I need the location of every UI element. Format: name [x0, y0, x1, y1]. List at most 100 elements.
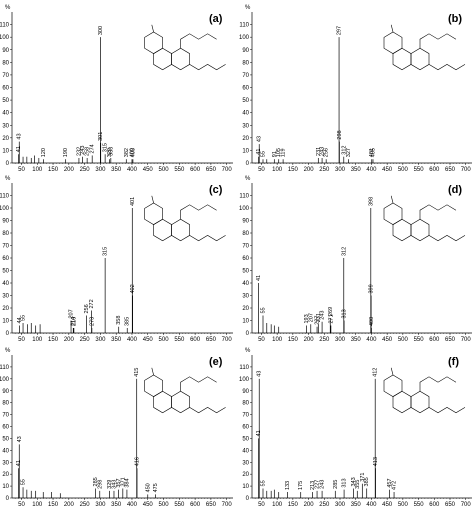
x-tick-label: 200: [64, 502, 75, 508]
peak-label: 298: [97, 480, 103, 489]
panel-label: (e): [209, 356, 223, 368]
x-tick-label: 600: [190, 167, 201, 173]
x-tick-label: 50: [258, 502, 265, 508]
peak-label: 214: [71, 317, 77, 326]
y-tick-label: 40: [2, 281, 9, 287]
y-tick-label: 10: [2, 319, 9, 325]
y-tick-label: 30: [242, 460, 249, 466]
x-tick-label: 50: [258, 167, 265, 173]
y-tick-label: 20: [2, 136, 9, 142]
peak-label: 207: [69, 309, 75, 318]
peak-label: 43: [17, 133, 23, 139]
x-tick-label: 600: [190, 337, 201, 343]
x-tick-label: 400: [366, 337, 377, 343]
peak-label: 402: [130, 284, 136, 293]
x-tick-label: 250: [319, 502, 330, 508]
y-tick-label: 0: [246, 161, 250, 167]
peak-label: 41: [256, 275, 262, 281]
x-tick-label: 350: [351, 502, 362, 508]
bond-shape: [151, 367, 154, 376]
y-tick-label: 90: [2, 389, 9, 395]
y-tick-label: 50: [2, 98, 9, 104]
peak-label: 256: [324, 148, 330, 157]
peak-label: 315: [103, 143, 109, 152]
y-tick-label: 30: [242, 123, 249, 129]
x-tick-label: 650: [206, 167, 217, 173]
panel-label: (d): [448, 184, 462, 196]
peak-label: 313: [342, 309, 348, 318]
x-tick-label: 50: [18, 502, 25, 508]
y-tick-label: 0: [246, 331, 250, 337]
y-tick-label: 20: [242, 136, 249, 142]
peak-label: 207: [308, 313, 314, 322]
peak-label: 371: [360, 473, 366, 482]
peak-label: 343: [351, 477, 357, 486]
peak-label: 382: [124, 148, 130, 157]
peak-label: 55: [21, 315, 27, 321]
x-tick-label: 700: [461, 502, 472, 508]
y-tick-label: 30: [2, 460, 9, 466]
peak-label: 400: [129, 148, 135, 157]
x-tick-label: 550: [174, 167, 185, 173]
peak-label: 401: [130, 197, 136, 206]
x-tick-label: 400: [127, 337, 138, 343]
x-tick-label: 350: [111, 167, 122, 173]
molecule-structure-icon: [144, 367, 226, 414]
x-tick-label: 700: [222, 337, 233, 343]
spectrum-panel: %50 100 150 200 250 300 350 400 450 500 550 600 650 7…: [0, 176, 233, 343]
peak-label: 385: [125, 317, 131, 326]
x-tick-label: 400: [366, 167, 377, 173]
ring-shape: [383, 202, 403, 225]
y-tick-label: 60: [242, 86, 249, 92]
x-tick-label: 550: [174, 337, 185, 343]
ring-shape: [171, 390, 190, 414]
spectrum-panel: %50 100 150 200 250 300 350 400 450 500 550 600 650 7…: [239, 176, 472, 343]
x-tick-label: 50: [18, 337, 25, 343]
y-tick-label: 100: [0, 206, 10, 212]
y-tick-label: 40: [242, 281, 249, 287]
x-tick-label: 250: [319, 167, 330, 173]
x-tick-label: 600: [429, 167, 440, 173]
peak-label: 120: [41, 148, 47, 157]
peak-label: 412: [373, 368, 379, 377]
x-tick-label: 150: [288, 337, 299, 343]
peak-label: 297: [337, 26, 343, 35]
y-tick-label: 20: [242, 306, 249, 312]
peak-label: 271: [328, 314, 334, 323]
peak-label: 333: [108, 147, 114, 156]
y-tick-label: 10: [2, 484, 9, 490]
y-tick-label: 60: [2, 256, 9, 262]
x-tick-label: 200: [64, 337, 75, 343]
y-tick-label: 60: [242, 425, 249, 431]
x-tick-label: 500: [159, 167, 170, 173]
y-tick-label: 40: [2, 448, 9, 454]
peak-label: 55: [261, 151, 267, 157]
y-unit-label: %: [5, 348, 11, 354]
x-tick-label: 200: [304, 167, 315, 173]
x-tick-label: 400: [127, 167, 138, 173]
x-tick-label: 250: [319, 337, 330, 343]
ring-shape: [410, 47, 430, 71]
y-tick-label: 40: [242, 448, 249, 454]
x-tick-label: 450: [143, 337, 154, 343]
peak-label: 457: [387, 478, 393, 487]
x-tick-label: 600: [429, 502, 440, 508]
ring-shape: [153, 218, 172, 242]
y-tick-label: 50: [242, 269, 249, 275]
chain-shape: [428, 407, 466, 414]
y-tick-label: 70: [2, 413, 9, 419]
x-tick-label: 650: [445, 337, 456, 343]
peak-label: 258: [85, 147, 91, 156]
peak-label: 243: [320, 480, 326, 489]
y-tick-label: 80: [242, 231, 249, 237]
x-tick-label: 400: [366, 502, 377, 508]
y-tick-label: 90: [242, 389, 249, 395]
x-tick-label: 550: [174, 502, 185, 508]
ring-shape: [144, 374, 163, 397]
chain-shape: [419, 376, 457, 392]
y-unit-label: %: [245, 176, 251, 182]
y-tick-label: 10: [242, 484, 249, 490]
x-tick-label: 500: [159, 502, 170, 508]
x-tick-label: 300: [95, 502, 106, 508]
